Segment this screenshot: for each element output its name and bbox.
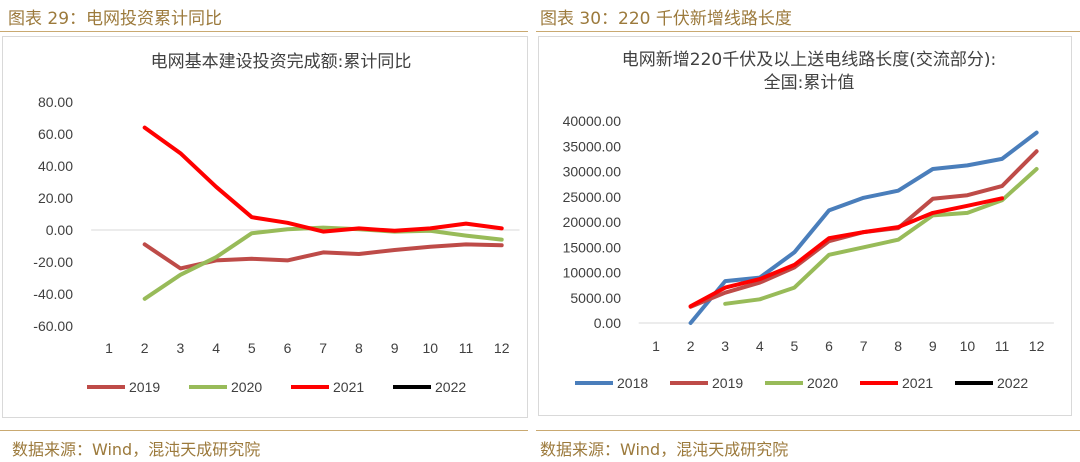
left-xtick-label: 12 — [494, 340, 510, 356]
right-ytick-label: 30000.00 — [563, 164, 622, 180]
left-ytick-label: 80.00 — [38, 94, 73, 110]
right-legend-label-2021: 2021 — [902, 375, 933, 391]
left-legend-label-2022: 2022 — [435, 379, 466, 395]
right-xtick-label: 4 — [756, 338, 764, 354]
right-xtick-label: 5 — [791, 338, 799, 354]
right-ytick-label: 5000.00 — [570, 290, 621, 306]
left-xtick-label: 6 — [284, 340, 292, 356]
left-ytick-label: 60.00 — [38, 126, 73, 142]
right-ytick-label: 40000.00 — [563, 113, 622, 129]
right-xtick-label: 9 — [929, 338, 937, 354]
right-series-2021-line — [688, 196, 1004, 309]
left-ytick-label: 40.00 — [38, 158, 73, 174]
left-xtick-label: 10 — [423, 340, 439, 356]
left-legend-label-2021: 2021 — [333, 379, 364, 395]
right-xtick-label: 8 — [894, 338, 902, 354]
left-heading-rule — [0, 31, 528, 32]
right-chart-title: 电网新增220千伏及以上送电线路长度(交流部分): — [622, 50, 996, 70]
right-xtick-label: 11 — [995, 338, 1010, 354]
right-xtick-label: 2 — [687, 338, 695, 354]
left-ytick-label: -20.00 — [33, 254, 73, 270]
right-xtick-label: 10 — [960, 338, 976, 354]
right-heading-rule — [536, 31, 1080, 32]
left-legend-label-2020: 2020 — [231, 379, 262, 395]
left-xtick-label: 3 — [177, 340, 185, 356]
left-series-2021-line — [142, 125, 504, 234]
right-chart: 电网新增220千伏及以上送电线路长度(交流部分): 全国:累计值 40000.0… — [538, 36, 1072, 416]
right-legend-label-2020: 2020 — [807, 375, 838, 391]
left-ytick-label: 20.00 — [38, 190, 73, 206]
right-xtick-label: 12 — [1029, 338, 1045, 354]
right-ytick-label: 35000.00 — [563, 138, 622, 154]
right-source: 数据来源：Wind，混沌天成研究院 — [540, 440, 789, 459]
right-ytick-label: 25000.00 — [563, 189, 622, 205]
left-chart-title: 电网基本建设投资完成额:累计同比 — [151, 52, 412, 72]
left-chart-svg: 电网基本建设投资完成额:累计同比 80.00 60.00 40.00 20.00 0.0… — [33, 52, 520, 395]
left-source-rule — [0, 430, 528, 431]
left-source: 数据来源：Wind，混沌天成研究院 — [12, 440, 261, 459]
right-xtick-label: 3 — [721, 338, 729, 354]
left-ytick-label: 0.00 — [46, 222, 73, 238]
left-xtick-label: 1 — [105, 340, 113, 356]
left-xtick-label: 4 — [212, 340, 220, 356]
left-xtick-label: 8 — [355, 340, 363, 356]
right-legend-label-2022: 2022 — [997, 375, 1028, 391]
right-xtick-label: 1 — [652, 338, 660, 354]
left-xtick-label: 11 — [459, 340, 474, 356]
left-ytick-label: -60.00 — [33, 318, 73, 334]
right-legend-label-2018: 2018 — [617, 375, 648, 391]
right-xtick-label: 7 — [860, 338, 868, 354]
left-xtick-label: 7 — [319, 340, 327, 356]
right-chart-subtitle: 全国:累计值 — [764, 73, 855, 93]
left-xtick-label: 5 — [248, 340, 256, 356]
right-legend-label-2019: 2019 — [712, 375, 743, 391]
right-series-2018-line — [688, 130, 1039, 325]
right-ytick-label: 0.00 — [594, 315, 621, 331]
left-legend-label-2019: 2019 — [129, 379, 160, 395]
right-ytick-label: 20000.00 — [563, 214, 622, 230]
right-panel-heading: 图表 30：220 千伏新增线路长度 — [540, 9, 792, 29]
left-xtick-label: 2 — [141, 340, 149, 356]
right-source-rule — [536, 430, 1080, 431]
left-panel-heading: 图表 29：电网投资累计同比 — [8, 9, 223, 29]
left-chart: 电网基本建设投资完成额:累计同比 80.00 60.00 40.00 20.00 0.0… — [2, 36, 528, 418]
left-series-2020-line — [142, 225, 504, 301]
right-ytick-label: 15000.00 — [563, 239, 622, 255]
right-xtick-label: 6 — [825, 338, 833, 354]
right-chart-svg: 电网新增220千伏及以上送电线路长度(交流部分): 全国:累计值 40000.0… — [563, 50, 1054, 391]
left-ytick-label: -40.00 — [33, 286, 73, 302]
right-ytick-label: 10000.00 — [563, 265, 622, 281]
right-series-2020-line — [723, 167, 1039, 306]
left-xtick-label: 9 — [391, 340, 399, 356]
